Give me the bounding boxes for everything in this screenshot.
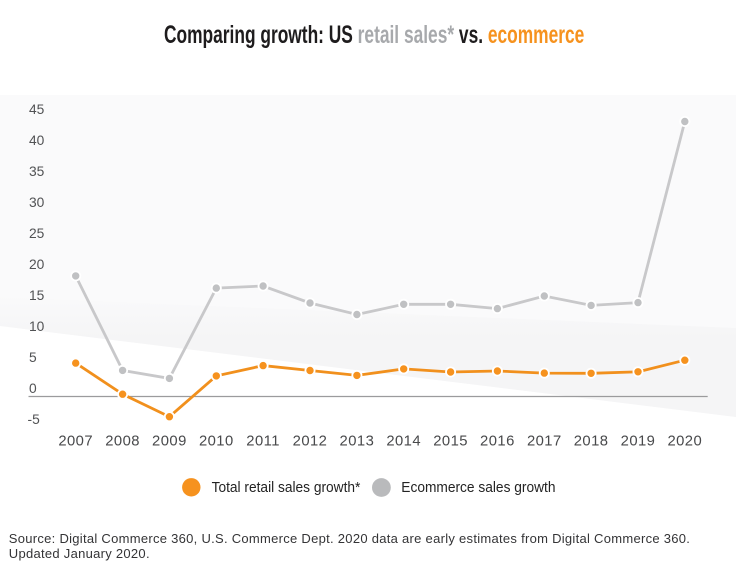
svg-text:35: 35: [29, 164, 45, 179]
svg-text:2011: 2011: [246, 434, 280, 450]
svg-text:10: 10: [29, 319, 45, 334]
svg-text:2012: 2012: [293, 434, 328, 450]
svg-text:30: 30: [29, 195, 45, 210]
svg-text:2019: 2019: [621, 434, 656, 450]
svg-text:2018: 2018: [574, 434, 609, 450]
svg-text:2009: 2009: [152, 434, 187, 450]
svg-text:2007: 2007: [58, 434, 93, 450]
svg-text:2008: 2008: [105, 434, 140, 450]
svg-text:Total retail sales growth*: Total retail sales growth*: [212, 479, 361, 496]
svg-text:2014: 2014: [386, 434, 421, 450]
svg-text:Ecommerce sales growth: Ecommerce sales growth: [401, 479, 555, 496]
svg-text:40: 40: [29, 133, 45, 148]
svg-text:2015: 2015: [433, 434, 468, 450]
svg-text:2010: 2010: [199, 434, 234, 450]
svg-text:2017: 2017: [527, 434, 562, 450]
svg-text:5: 5: [29, 350, 37, 365]
svg-text:45: 45: [29, 102, 45, 117]
svg-text:2020: 2020: [667, 434, 702, 450]
svg-text:15: 15: [29, 288, 45, 303]
svg-text:20: 20: [29, 257, 45, 272]
svg-text:2013: 2013: [340, 434, 375, 450]
svg-text:25: 25: [29, 226, 45, 241]
svg-text:2016: 2016: [480, 434, 515, 450]
svg-text:0: 0: [29, 381, 37, 396]
svg-text:-5: -5: [28, 412, 41, 427]
